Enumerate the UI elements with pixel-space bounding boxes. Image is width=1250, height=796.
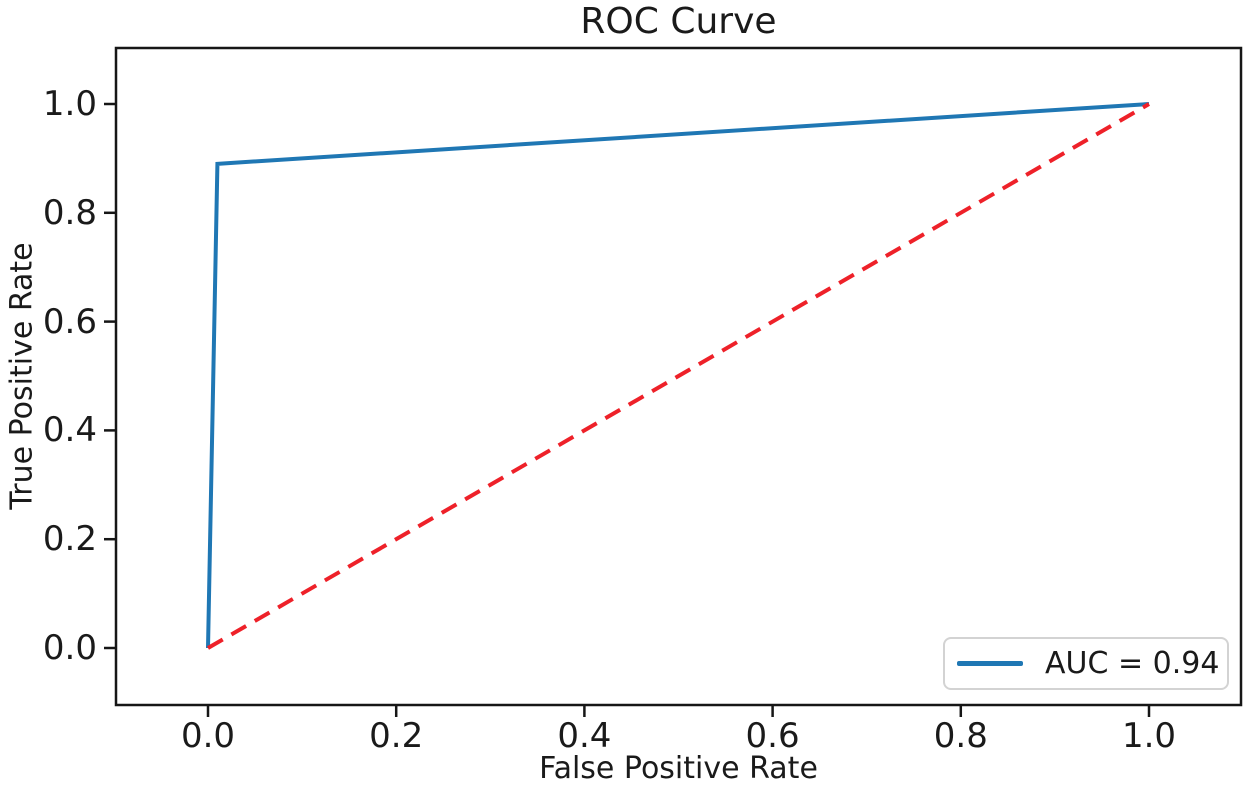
y-tick-label: 0.6 [42, 301, 97, 342]
x-tick-label: 1.0 [1121, 716, 1177, 756]
y-axis-label: True Positive Rate [4, 242, 40, 510]
roc-curve-line [206, 102, 1150, 649]
y-tick-label: 1.0 [42, 84, 97, 124]
x-tick-label: 0.8 [933, 716, 988, 756]
legend: AUC = 0.94 [943, 637, 1229, 690]
x-tick-label: 0.2 [369, 716, 424, 756]
chart-title: ROC Curve [580, 1, 777, 42]
chance-diagonal-line [206, 102, 1151, 650]
x-axis-label: False Positive Rate [539, 751, 818, 786]
y-tick-label: 0.0 [42, 628, 97, 668]
y-tick-label: 0.2 [42, 519, 97, 560]
x-tick-label: 0.0 [180, 716, 236, 756]
x-tick-label: 0.4 [557, 716, 612, 756]
x-tick-label: 0.6 [745, 716, 800, 756]
plot-frame [114, 46, 1243, 707]
legend-label: AUC = 0.94 [1045, 646, 1220, 681]
legend-line-sample [957, 661, 1023, 666]
y-tick-label: 0.4 [42, 410, 97, 451]
y-tick-label: 0.8 [42, 192, 97, 233]
